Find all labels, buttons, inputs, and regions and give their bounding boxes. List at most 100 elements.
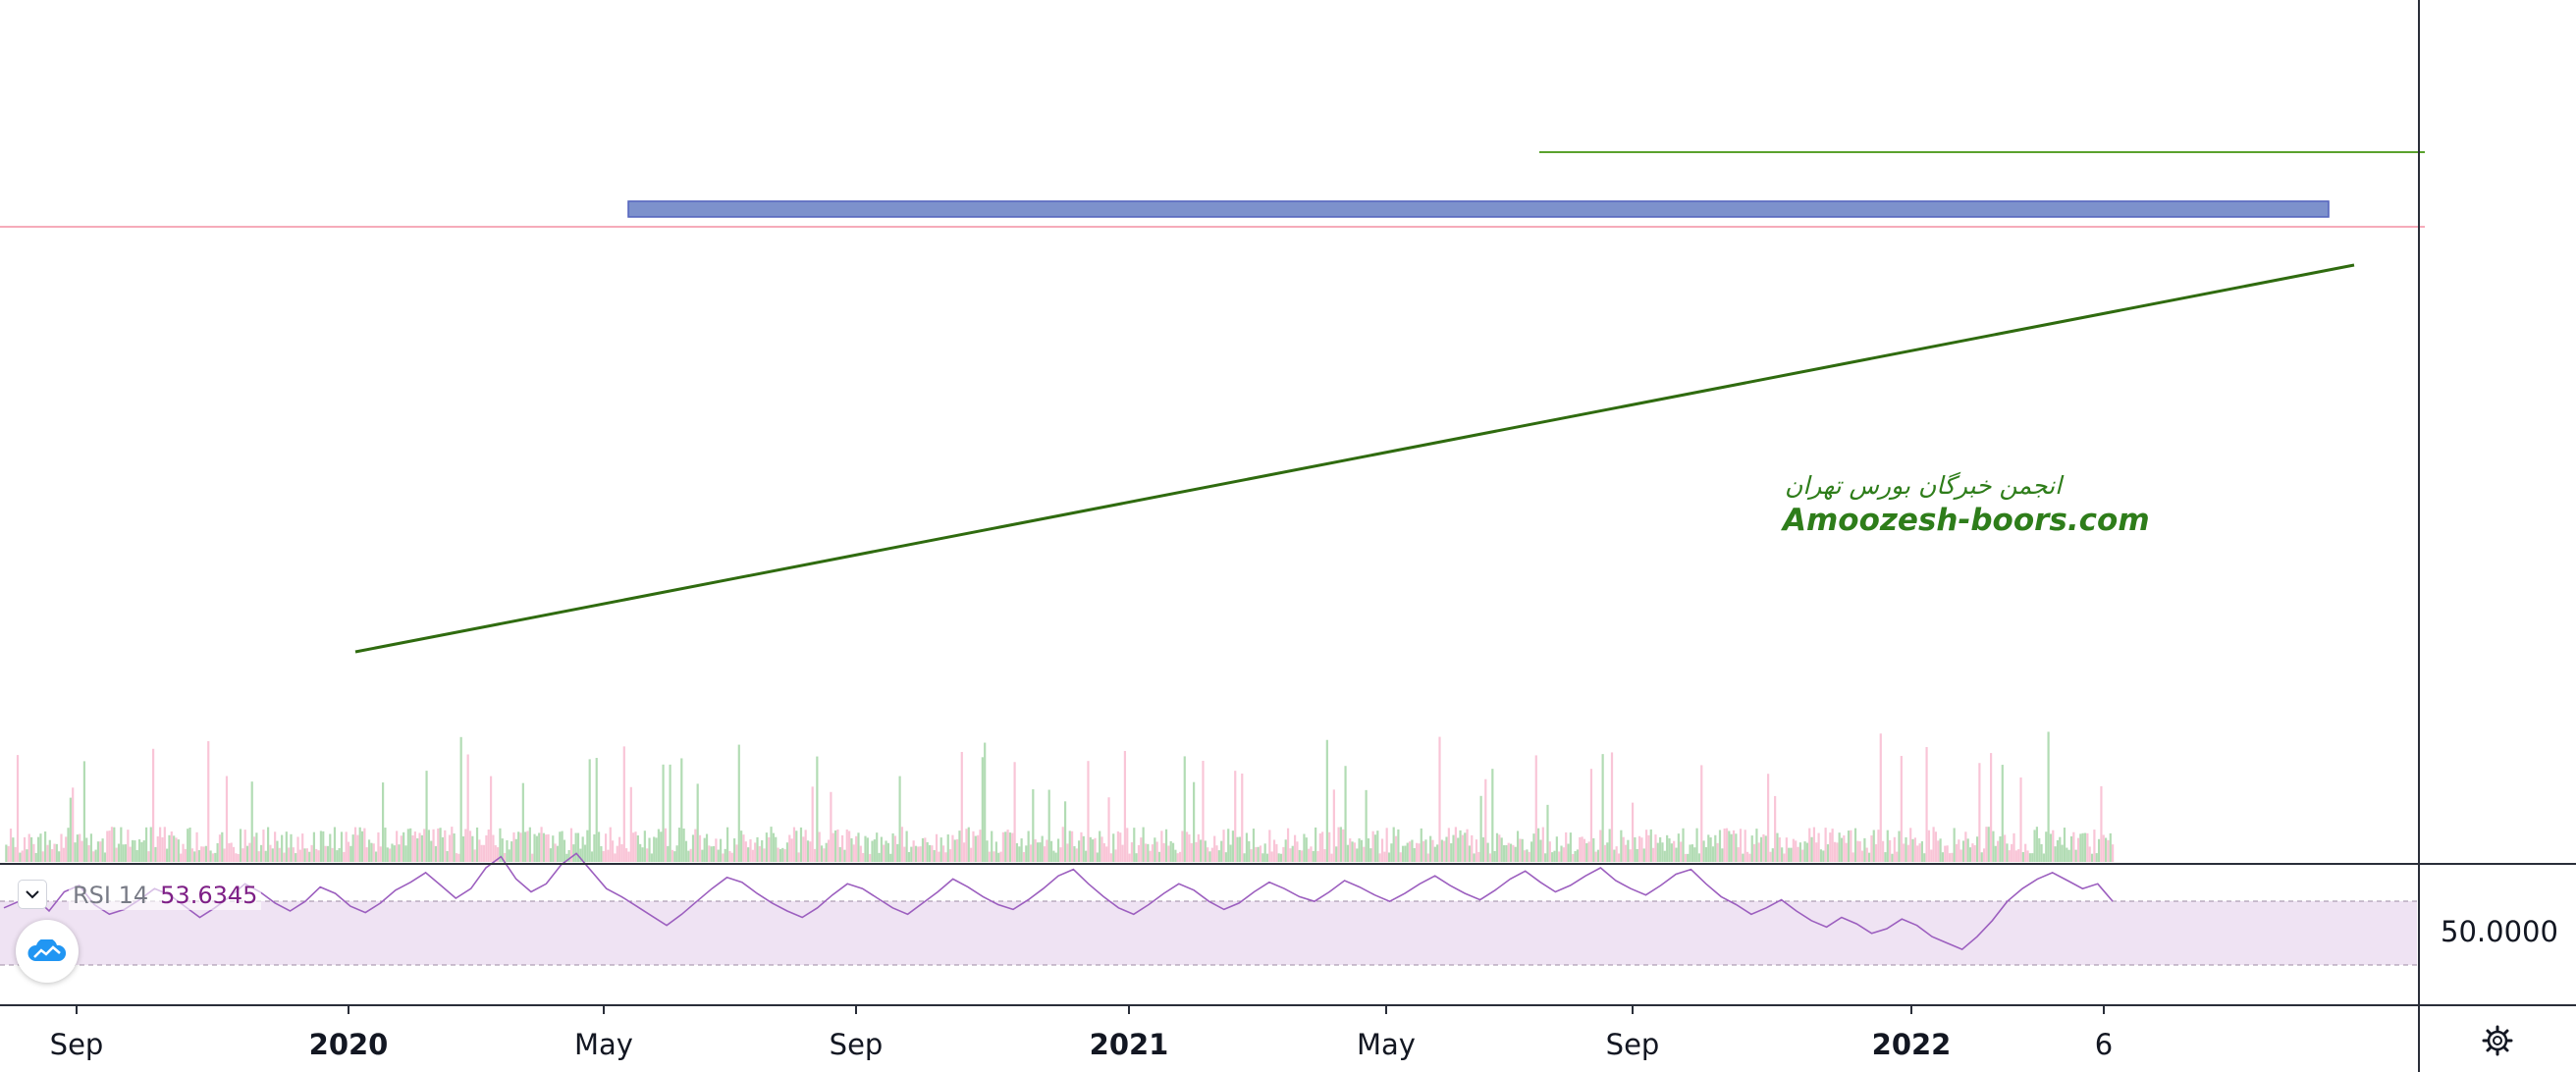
rsi-collapse-button[interactable] xyxy=(18,880,47,909)
volume-bar xyxy=(542,832,545,862)
volume-bar xyxy=(1073,845,1076,862)
volume-bar xyxy=(65,836,68,862)
volume-bar xyxy=(1579,836,1582,862)
volume-bar xyxy=(1702,840,1705,862)
volume-bar xyxy=(501,838,504,862)
volume-bar xyxy=(1408,841,1412,862)
volume-bar xyxy=(1843,835,1846,862)
volume-bar xyxy=(993,851,995,862)
volume-bar xyxy=(1668,838,1671,862)
volume-bar xyxy=(487,829,490,862)
time-axis[interactable]: Sep 2020 May Sep 2021 May Sep 2022 6 xyxy=(50,1006,2114,1061)
settings-gear-icon[interactable] xyxy=(2482,1025,2513,1056)
volume-bar xyxy=(1459,830,1462,862)
volume-bar xyxy=(1697,853,1701,862)
volume-bar xyxy=(595,758,598,862)
volume-bar xyxy=(1836,842,1839,862)
volume-bar xyxy=(979,830,982,862)
volume-bar xyxy=(1673,840,1676,862)
tradingview-logo[interactable] xyxy=(16,920,79,983)
volume-bar xyxy=(53,843,56,862)
volume-bar xyxy=(485,834,488,862)
volume-bar xyxy=(41,851,44,862)
volume-bar xyxy=(1526,849,1529,862)
volume-bar xyxy=(1342,829,1345,862)
watermark-persian: انجمن خبرگان بورس تهران xyxy=(1785,471,2063,500)
volume-bar xyxy=(1528,851,1530,862)
volume-bar xyxy=(650,853,653,862)
volume-bar xyxy=(625,848,628,862)
volume-bar xyxy=(480,844,483,862)
volume-bar xyxy=(409,828,412,862)
volume-bar xyxy=(278,847,281,862)
volume-bar xyxy=(1162,842,1165,862)
volume-bar xyxy=(276,840,279,862)
rsi-axis-label: 50.0000 xyxy=(2441,915,2558,948)
volume-bar xyxy=(1383,851,1386,862)
volume-bar xyxy=(701,849,704,862)
volume-bar xyxy=(1636,848,1638,862)
volume-bar xyxy=(538,832,541,862)
volume-bar xyxy=(173,835,176,862)
volume-bar xyxy=(1502,844,1506,862)
volume-bar xyxy=(1109,853,1112,862)
volume-bar xyxy=(475,827,479,862)
volume-bar xyxy=(358,827,361,862)
volume-bar xyxy=(411,834,414,862)
volume-bar xyxy=(1640,837,1643,862)
volume-bar xyxy=(398,844,401,862)
volume-bar xyxy=(1089,836,1092,862)
volume-bar xyxy=(1293,834,1297,862)
volume-bar xyxy=(799,827,803,862)
volume-bar xyxy=(281,834,284,862)
volume-bar xyxy=(1714,834,1717,862)
volume-bar xyxy=(333,827,337,862)
volume-bar xyxy=(1695,828,1698,862)
volume-bar xyxy=(1100,836,1103,862)
volume-bar xyxy=(590,851,594,862)
volume-bar xyxy=(1790,847,1793,862)
volume-bar xyxy=(1752,843,1756,862)
volume-bar xyxy=(878,852,881,862)
volume-bar xyxy=(255,832,258,862)
volume-bar xyxy=(2079,833,2082,862)
volume-bar xyxy=(1096,852,1099,862)
volume-bar xyxy=(1056,838,1060,862)
volume-bar xyxy=(2033,830,2036,862)
volume-bar xyxy=(1551,852,1554,862)
volume-bar xyxy=(1137,844,1141,862)
volume-bar xyxy=(1140,837,1143,862)
volume-bar xyxy=(1018,846,1021,862)
volume-bar xyxy=(1399,852,1402,862)
volume-bar xyxy=(2024,843,2027,862)
volume-bar xyxy=(504,852,507,862)
volume-bar xyxy=(1704,846,1708,862)
volume-bar xyxy=(1282,846,1285,862)
volume-bar xyxy=(331,847,334,862)
volume-bar xyxy=(1539,839,1542,862)
volume-bar xyxy=(639,843,642,862)
volume-bar xyxy=(1420,828,1422,862)
volume-bar xyxy=(149,827,152,862)
volume-bar xyxy=(1882,840,1885,862)
volume-bar xyxy=(1367,838,1370,862)
volume-bar xyxy=(1788,847,1791,862)
volume-bar xyxy=(1068,831,1071,862)
volume-bar xyxy=(37,836,40,862)
volume-bar xyxy=(1011,832,1014,862)
volume-bar xyxy=(72,787,75,862)
volume-bar xyxy=(2072,831,2075,862)
volume-bar xyxy=(991,831,993,862)
volume-bar xyxy=(193,851,196,862)
volume-bar xyxy=(1310,846,1313,862)
volume-bar xyxy=(775,836,778,862)
volume-bar xyxy=(187,829,189,862)
volume-bar xyxy=(427,830,430,862)
volume-bar xyxy=(250,781,253,862)
volume-bar xyxy=(1128,853,1131,862)
volume-bar xyxy=(391,843,394,862)
volume-bar xyxy=(2021,852,2024,862)
volume-bar xyxy=(1022,851,1026,862)
volume-bar xyxy=(1601,754,1604,862)
